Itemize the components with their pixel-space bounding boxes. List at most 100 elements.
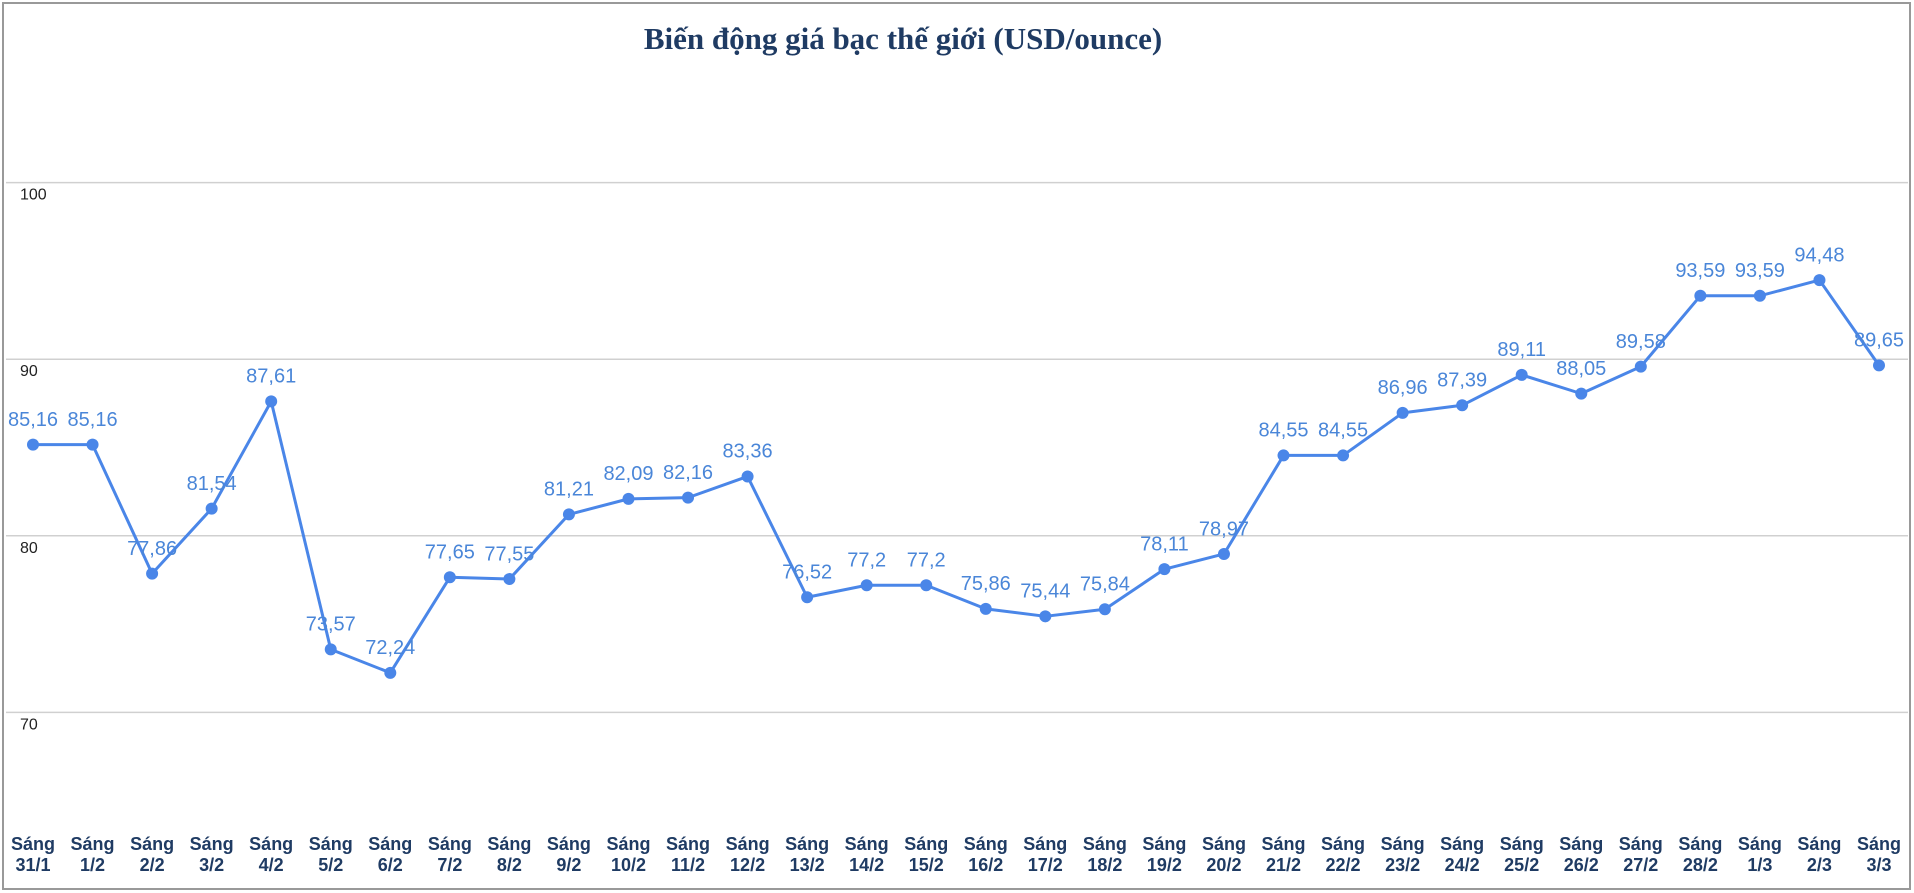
data-label: 78,97 [1199,518,1249,540]
data-label: 72,24 [365,637,415,659]
x-tick-label: Sáng 5/2 [308,834,353,875]
data-label: 81,21 [544,479,594,501]
data-label: 75,86 [961,573,1011,595]
data-point [1039,610,1052,623]
x-tick-label: Sáng 14/2 [844,834,889,875]
x-tick-label: Sáng 26/2 [1559,834,1604,875]
data-label: 85,16 [68,409,118,431]
x-tick-label: Sáng 18/2 [1082,834,1127,875]
x-tick-label: Sáng 1/3 [1737,834,1782,875]
x-tick-label: Sáng 2/3 [1797,834,1842,875]
data-label: 87,61 [246,366,296,388]
chart-title: Biến động giá bạc thế giới (USD/ounce) [644,21,1162,56]
data-label: 84,55 [1318,420,1368,442]
data-point [1634,360,1647,373]
data-point [1158,563,1171,576]
data-point [1575,387,1588,400]
data-label: 73,57 [306,614,356,636]
data-point [622,492,635,505]
data-point [1217,547,1230,560]
x-tick-label: Sáng 21/2 [1261,834,1306,875]
data-label: 82,16 [663,462,713,484]
data-point [1098,603,1111,616]
x-tick-label: Sáng 13/2 [785,834,830,875]
data-label: 77,86 [127,538,177,560]
data-label: 77,2 [907,550,946,572]
data-label: 87,39 [1437,370,1487,392]
data-point [1873,359,1885,372]
data-point [443,571,456,584]
data-point [1813,274,1826,287]
x-tick-label: Sáng 3/2 [189,834,234,875]
data-label: 88,05 [1556,358,1606,380]
data-label: 85,16 [8,409,58,431]
x-tick-label: Sáng 3/3 [1856,834,1901,875]
data-label: 75,44 [1020,581,1070,603]
x-tick-label: Sáng 11/2 [666,834,711,875]
x-tick-label: Sáng 31/1 [10,834,55,875]
data-point [146,567,159,580]
data-label: 77,55 [484,543,534,565]
x-tick-label: Sáng 23/2 [1380,834,1425,875]
x-tick-label: Sáng 8/2 [487,834,532,875]
x-tick-label: Sáng 2/2 [130,834,175,875]
data-label: 75,84 [1080,574,1130,596]
x-tick-label: Sáng 22/2 [1321,834,1366,875]
data-label: 81,54 [187,473,237,495]
x-tick-label: Sáng 6/2 [368,834,413,875]
data-label: 84,55 [1258,420,1308,442]
data-label: 86,96 [1378,377,1428,399]
x-tick-label: Sáng 10/2 [606,834,651,875]
data-point [979,602,992,615]
data-label: 89,11 [1497,339,1546,361]
data-point [741,470,754,483]
data-label: 93,59 [1735,260,1785,282]
x-tick-label: Sáng 19/2 [1142,834,1187,875]
data-point [27,438,39,451]
y-tick-label: 90 [20,363,38,380]
data-point [86,438,99,451]
x-tick-label: Sáng 17/2 [1023,834,1068,875]
y-tick-label: 100 [20,187,47,204]
x-tick-label: Sáng 20/2 [1201,834,1246,875]
data-label: 83,36 [723,441,773,463]
data-point [1694,289,1707,302]
data-point [503,573,516,586]
x-tick-label: Sáng 25/2 [1499,834,1544,875]
data-point [1456,399,1469,412]
data-label: 94,48 [1794,244,1844,266]
data-point [324,643,337,656]
x-tick-label: Sáng 1/2 [70,834,115,875]
data-point [1515,368,1528,381]
data-line [33,278,1881,675]
data-point [1277,449,1290,462]
data-point [801,591,814,604]
data-point [265,395,278,408]
data-label: 78,11 [1140,533,1189,555]
data-point [682,491,695,504]
x-tick-label: Sáng 16/2 [963,834,1008,875]
data-point [860,579,873,592]
data-label: 89,65 [1854,330,1904,352]
y-tick-label: 80 [20,540,38,557]
x-tick-label: Sáng 7/2 [427,834,472,875]
data-label: 76,52 [782,562,832,584]
x-tick-label: Sáng 15/2 [904,834,949,875]
x-tick-label: Sáng 4/2 [249,834,294,875]
x-tick-label: Sáng 9/2 [546,834,591,875]
data-label: 82,09 [603,463,653,485]
data-point [384,666,397,679]
data-point [1753,289,1766,302]
x-tick-label: Sáng 28/2 [1678,834,1723,875]
data-label: 89,58 [1616,331,1666,353]
data-point [1337,449,1350,462]
x-tick-label: Sáng 12/2 [725,834,770,875]
x-tick-label: Sáng 24/2 [1440,834,1485,875]
data-label: 93,59 [1675,260,1725,282]
x-tick-label: Sáng 27/2 [1618,834,1663,875]
data-label: 77,2 [847,550,886,572]
data-point [920,579,933,592]
